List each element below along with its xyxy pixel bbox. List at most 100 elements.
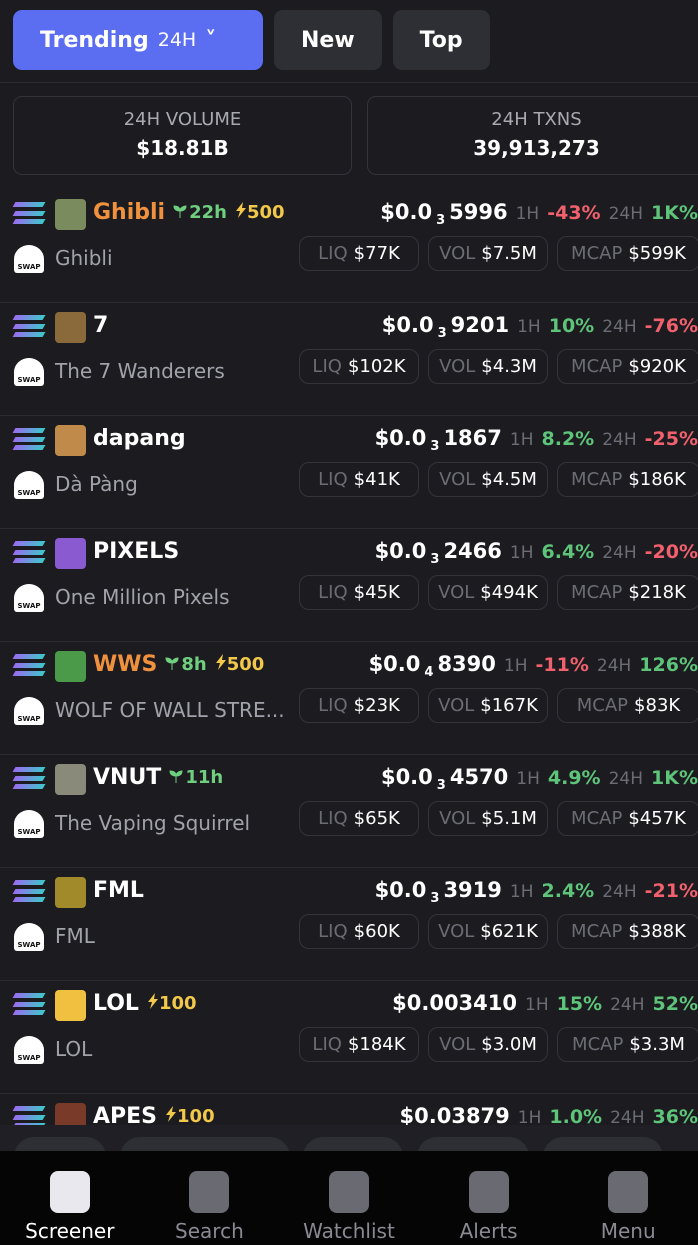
liq-label: LIQ (318, 582, 348, 603)
chip[interactable] (303, 1137, 403, 1151)
token-avatar (55, 990, 86, 1021)
token-avatar (55, 538, 86, 569)
token-row[interactable]: Ghibli 22h 500 $0.0 3 5996 1H -43% 24H 1K% SWAP Ghi… (0, 190, 698, 303)
nav-item[interactable]: Watchlist (279, 1151, 419, 1245)
token-row[interactable]: PIXELS $0.0 3 2466 1H 6.4% 24H -20% SWAP One Mill… (0, 529, 698, 642)
chain-bar (12, 436, 46, 442)
price-main: $0.0 (374, 539, 427, 563)
token-header: 7 (93, 313, 108, 338)
token-header: Ghibli 22h 500 (93, 200, 285, 225)
vol-label: VOL (439, 469, 476, 490)
vol-pill: VOL $494K (428, 575, 548, 610)
chip[interactable] (543, 1137, 663, 1151)
h1-change: -11% (535, 654, 589, 676)
vol-value: $7.5M (481, 243, 537, 264)
vol-label: VOL (439, 356, 476, 377)
token-row[interactable]: LOL 100 $0.003410 1H 15% 24H 52% SWAP LOL LIQ $184… (0, 981, 698, 1094)
swap-badge: SWAP (14, 1036, 44, 1064)
chain-bar (12, 549, 46, 555)
token-row[interactable]: WWS 8h 500 $0.0 4 8390 1H -11% 24H 126% SWAP WOLF O… (0, 642, 698, 755)
chain-bar (12, 558, 46, 563)
h24-label: 24H (596, 656, 632, 676)
h24-change: -76% (644, 315, 698, 337)
price-digits: 2466 (443, 539, 502, 563)
mcap-pill: MCAP $83K (557, 688, 698, 723)
h24-change: 1K% (651, 767, 698, 789)
token-symbol: dapang (93, 426, 186, 451)
h24-change: -20% (644, 541, 698, 563)
token-name: The 7 Wanderers (55, 359, 225, 383)
h1-label: 1H (517, 1108, 542, 1125)
liq-value: $23K (353, 695, 400, 716)
h1-label: 1H (515, 204, 540, 224)
chip[interactable] (120, 1137, 290, 1151)
token-row[interactable]: APES 100 $0.03879 1H 1.0% 24H 36% (0, 1094, 698, 1125)
boost-value: 100 (158, 993, 197, 1014)
chip[interactable] (417, 1137, 529, 1151)
top-tab[interactable]: Top (392, 10, 490, 70)
mcap-value: $3.3M (629, 1034, 685, 1055)
mcap-value: $83K (634, 695, 681, 716)
vol-value: $494K (480, 582, 538, 603)
token-metrics: LIQ $65K VOL $5.1M MCAP $457K (299, 801, 698, 836)
tab-suffix: 24H (157, 29, 197, 51)
new-tab[interactable]: New (274, 10, 382, 70)
token-boost: 500 (215, 654, 265, 675)
chip[interactable] (14, 1137, 106, 1151)
chain-icon (12, 767, 46, 791)
token-name: The Vaping Squirrel (55, 811, 251, 835)
token-header: LOL 100 (93, 991, 197, 1016)
chain-bar (12, 654, 46, 659)
price-digits: 5996 (449, 200, 508, 224)
h1-label: 1H (509, 430, 534, 450)
swap-badge: SWAP (14, 584, 44, 612)
token-symbol: WWS (93, 652, 158, 677)
h24-label: 24H (602, 317, 637, 337)
token-row[interactable]: dapang $0.0 3 1867 1H 8.2% 24H -25% SWAP Dà Pàng L… (0, 416, 698, 529)
chain-bar (12, 315, 46, 320)
h24-label: 24H (602, 543, 637, 563)
bolt-icon (215, 654, 227, 675)
chain-bar (12, 210, 46, 216)
nav-item[interactable]: Screener (0, 1151, 140, 1245)
chain-bar (12, 202, 46, 207)
price-main: $0.0 (381, 313, 434, 337)
liq-label: LIQ (318, 469, 348, 490)
vol-label: VOL (439, 1034, 476, 1055)
liq-pill: LIQ $45K (299, 575, 419, 610)
sprout-icon (173, 202, 187, 223)
chain-icon (12, 1106, 46, 1125)
token-symbol: PIXELS (93, 539, 180, 564)
price-main: $0.0 (368, 652, 421, 676)
trending-tab[interactable]: Trending 24H ˅ (13, 10, 263, 70)
price-zeros: 3 (430, 439, 440, 455)
stat-card: 24H VOLUME $18.81B (13, 96, 352, 175)
h24-change: -25% (644, 428, 698, 450)
price: $0.0 3 3919 (375, 878, 502, 906)
token-row[interactable]: FML $0.0 3 3919 1H 2.4% 24H -21% SWAP FML LIQ $60K V… (0, 868, 698, 981)
h24-change: 52% (652, 993, 698, 1015)
chain-icon (12, 654, 46, 678)
token-list: Ghibli 22h 500 $0.0 3 5996 1H -43% 24H 1K% SWAP Ghi… (0, 190, 698, 1125)
chain-bar (12, 219, 46, 224)
boost-value: 500 (226, 654, 265, 675)
h1-change: 6.4% (541, 541, 595, 563)
liq-value: $65K (353, 808, 400, 829)
token-avatar (55, 764, 86, 795)
nav-item[interactable]: Menu (558, 1151, 698, 1245)
nav-label: Screener (25, 1219, 115, 1243)
token-metrics: LIQ $23K VOL $167K MCAP $83K (299, 688, 698, 723)
tab-label: Trending (40, 27, 149, 53)
bolt-icon (165, 1106, 177, 1125)
token-row[interactable]: VNUT 11h $0.0 3 4570 1H 4.9% 24H 1K% SWAP The Vapi… (0, 755, 698, 868)
h1-label: 1H (503, 656, 528, 676)
nav-item[interactable]: Search (140, 1151, 280, 1245)
token-row[interactable]: 7 $0.0 3 9201 1H 10% 24H -76% SWAP The 7 Wanderer… (0, 303, 698, 416)
chain-bar (12, 784, 46, 789)
token-symbol: VNUT (93, 765, 162, 790)
chain-bar (12, 1106, 46, 1111)
liq-value: $102K (347, 356, 406, 377)
chain-icon (12, 202, 46, 226)
nav-item[interactable]: Alerts (419, 1151, 559, 1245)
stat-value: 39,913,273 (473, 136, 600, 160)
